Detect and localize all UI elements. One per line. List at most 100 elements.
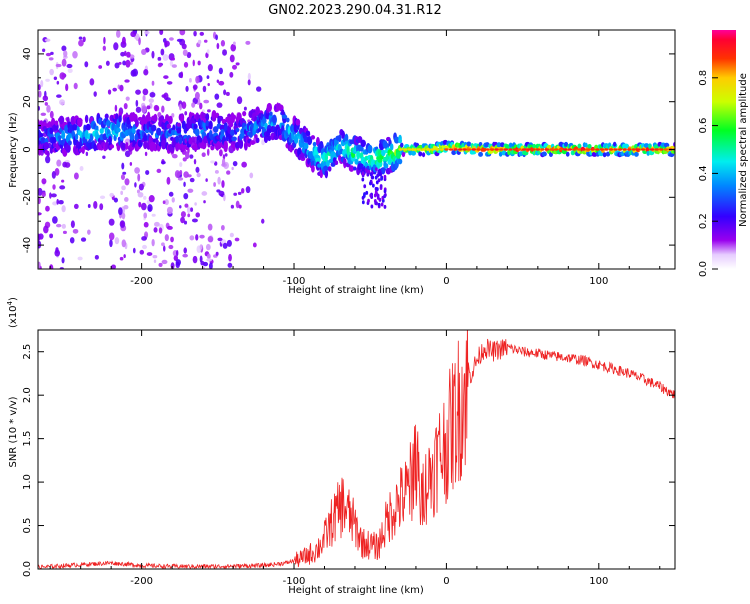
noise-blob: [195, 212, 201, 218]
ridge-core: [517, 148, 522, 151]
noise-blob: [132, 247, 136, 254]
ridge-cell: [156, 127, 162, 136]
ridge-cell: [205, 113, 210, 121]
noise-blob: [187, 213, 191, 218]
noise-blob: [214, 161, 218, 166]
noise-blob: [122, 171, 127, 175]
ridge-core: [508, 148, 513, 151]
noise-blob: [203, 99, 210, 104]
colorbar: 0.0 0.2 0.4 0.6 0.8 Normalized spectral ampl…: [698, 30, 749, 277]
ridge-cell: [337, 134, 342, 143]
ridge-cell: [330, 162, 336, 167]
noise-blob: [191, 218, 198, 223]
ridge-core: [585, 148, 591, 151]
ridge-cell: [153, 115, 158, 122]
noise-blob: [180, 216, 185, 224]
ridge-cell: [400, 142, 404, 148]
ridge-core: [563, 148, 568, 151]
ridge-cell: [229, 129, 235, 136]
noise-blob: [153, 259, 157, 264]
ridge-core: [467, 148, 472, 151]
ridge-cell: [478, 151, 484, 157]
noise-blob: [184, 111, 188, 116]
noise-blob: [195, 75, 200, 84]
ridge-tail: [371, 183, 375, 188]
noise-blob: [38, 197, 41, 205]
noise-blob: [56, 198, 59, 205]
ridge-cell: [212, 126, 219, 133]
noise-blob: [124, 50, 127, 57]
ridge-core: [549, 148, 554, 151]
noise-blob: [141, 105, 147, 113]
spectrogram-ytick-label: -20: [22, 189, 33, 205]
noise-blob: [82, 36, 86, 43]
ridge-core: [480, 148, 486, 151]
ridge-cell: [285, 117, 290, 123]
noise-blob: [102, 45, 106, 51]
ridge-cell: [146, 111, 151, 122]
noise-blob: [179, 162, 183, 167]
noise-blob: [56, 94, 62, 98]
noise-blob: [73, 172, 79, 180]
ridge-core: [439, 148, 445, 151]
noise-blob: [227, 262, 233, 268]
noise-blob: [199, 244, 203, 250]
noise-blob: [41, 178, 47, 185]
ridge-cell: [518, 151, 523, 157]
noise-blob: [108, 232, 115, 241]
ridge-cell: [324, 169, 329, 179]
noise-blob: [182, 49, 188, 56]
noise-blob: [216, 102, 223, 108]
ridge-cell: [52, 142, 57, 148]
noise-blob: [143, 221, 149, 228]
ridge-cell: [188, 137, 193, 145]
noise-blob: [175, 259, 181, 266]
noise-blob: [207, 223, 213, 231]
snr-multiplier-close: ): [8, 297, 19, 301]
noise-blob: [220, 39, 226, 47]
ridge-cell: [242, 110, 247, 117]
noise-blob: [171, 64, 177, 68]
ridge-cell: [648, 144, 652, 150]
ridge-tail: [361, 171, 365, 176]
noise-blob: [59, 72, 66, 80]
ridge-cell: [125, 141, 129, 150]
noise-blob: [171, 154, 178, 159]
noise-blob: [137, 191, 144, 198]
ridge-core: [398, 148, 403, 151]
ridge-cell: [319, 169, 324, 179]
ridge-cell: [223, 142, 228, 153]
ridge-core: [425, 148, 431, 151]
ridge-core: [572, 148, 577, 151]
noise-blob: [72, 228, 79, 234]
ridge-cell: [327, 166, 332, 172]
noise-blob: [169, 37, 174, 41]
figure-title: GN02.2023.290.04.31.R12: [268, 3, 442, 18]
ridge-cell: [243, 141, 248, 151]
noise-blob: [217, 237, 223, 242]
noise-blob: [235, 200, 240, 209]
noise-blob: [119, 256, 124, 261]
noise-blob: [94, 255, 99, 260]
noise-blob: [183, 171, 189, 178]
ridge-core: [444, 148, 449, 151]
ridge-cell: [354, 158, 359, 165]
noise-blob: [193, 158, 197, 165]
ridge-cell: [385, 163, 389, 169]
spectrogram-xtick-label: 100: [589, 276, 608, 287]
snr-xtick-label: 0: [443, 576, 449, 587]
noise-blob: [105, 60, 110, 66]
ridge-cell: [150, 124, 157, 132]
noise-blob: [216, 79, 220, 83]
ridge-core: [521, 148, 527, 151]
noise-blob: [61, 45, 67, 52]
ridge-cell: [334, 160, 339, 165]
ridge-cell: [232, 144, 236, 152]
noise-blob: [45, 52, 52, 57]
snr-ticks: -200 -100 0 100 0.0 0.5 1.0 1.5 2.0 2.5: [22, 330, 675, 587]
noise-blob: [194, 91, 200, 100]
noise-blob: [146, 105, 151, 110]
ridge-cell: [266, 128, 272, 134]
noise-blob: [168, 191, 174, 197]
